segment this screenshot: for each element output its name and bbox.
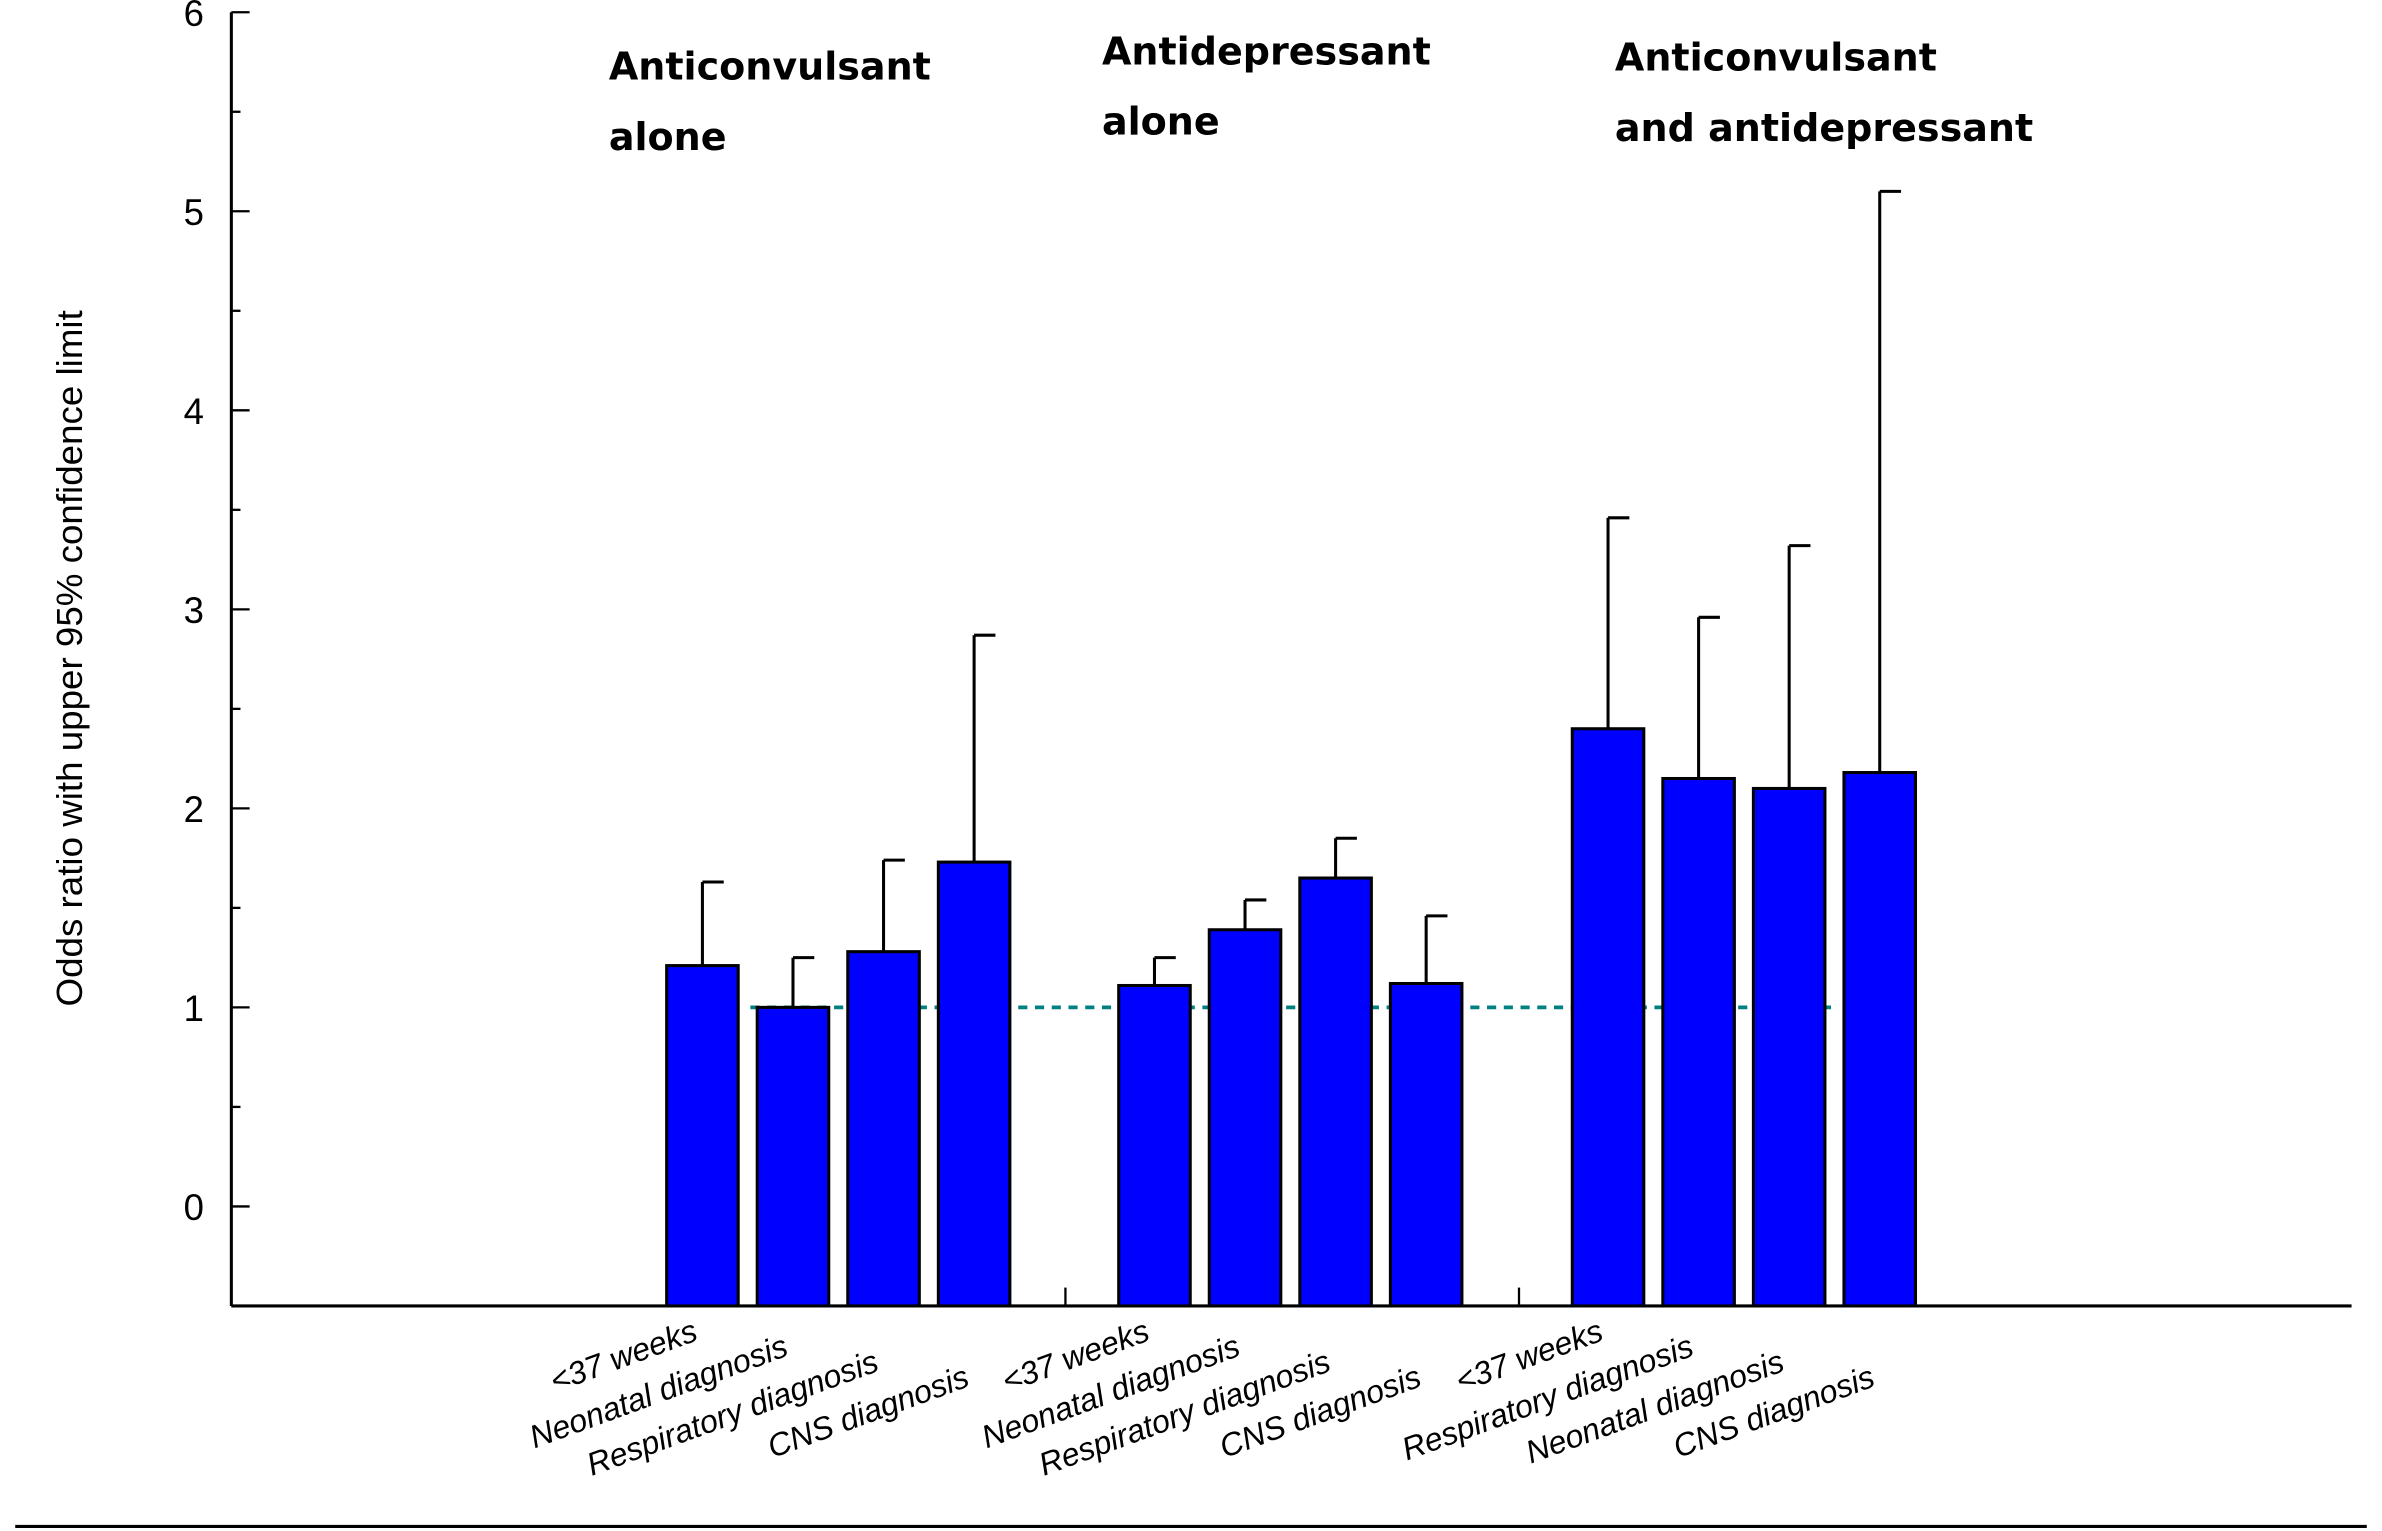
group-title: and antidepressant bbox=[1615, 106, 2033, 150]
group-title: alone bbox=[1102, 100, 1220, 144]
y-tick-label: 4 bbox=[184, 391, 204, 432]
y-tick-label: 1 bbox=[184, 988, 204, 1029]
y-tick-label: 0 bbox=[184, 1187, 204, 1228]
y-tick-label: 5 bbox=[184, 192, 204, 233]
bar bbox=[1842, 771, 1918, 1308]
bar bbox=[1207, 928, 1283, 1308]
bar bbox=[1661, 776, 1736, 1308]
group-title: Anticonvulsant bbox=[609, 45, 931, 89]
bar bbox=[1298, 876, 1373, 1308]
group-title: Antidepressant bbox=[1102, 29, 1431, 73]
bar bbox=[1570, 727, 1646, 1308]
marks bbox=[665, 189, 1918, 1308]
group-title: Anticonvulsant bbox=[1615, 35, 1937, 79]
y-axis-label: Odds ratio with upper 95% confidence lim… bbox=[49, 310, 90, 1006]
bar bbox=[936, 860, 1012, 1308]
bar bbox=[665, 964, 740, 1308]
y-tick-label: 3 bbox=[184, 590, 204, 631]
bar bbox=[1751, 786, 1827, 1308]
y-tick-label: 2 bbox=[184, 789, 204, 830]
y-tick-label: 6 bbox=[184, 0, 204, 34]
bar bbox=[755, 1005, 831, 1308]
axes: 0 1 2 3 4 5 6 bbox=[15, 0, 2367, 1528]
bar bbox=[846, 950, 921, 1308]
bar bbox=[1388, 981, 1464, 1308]
group-title: alone bbox=[609, 115, 727, 159]
bar bbox=[1117, 983, 1192, 1308]
